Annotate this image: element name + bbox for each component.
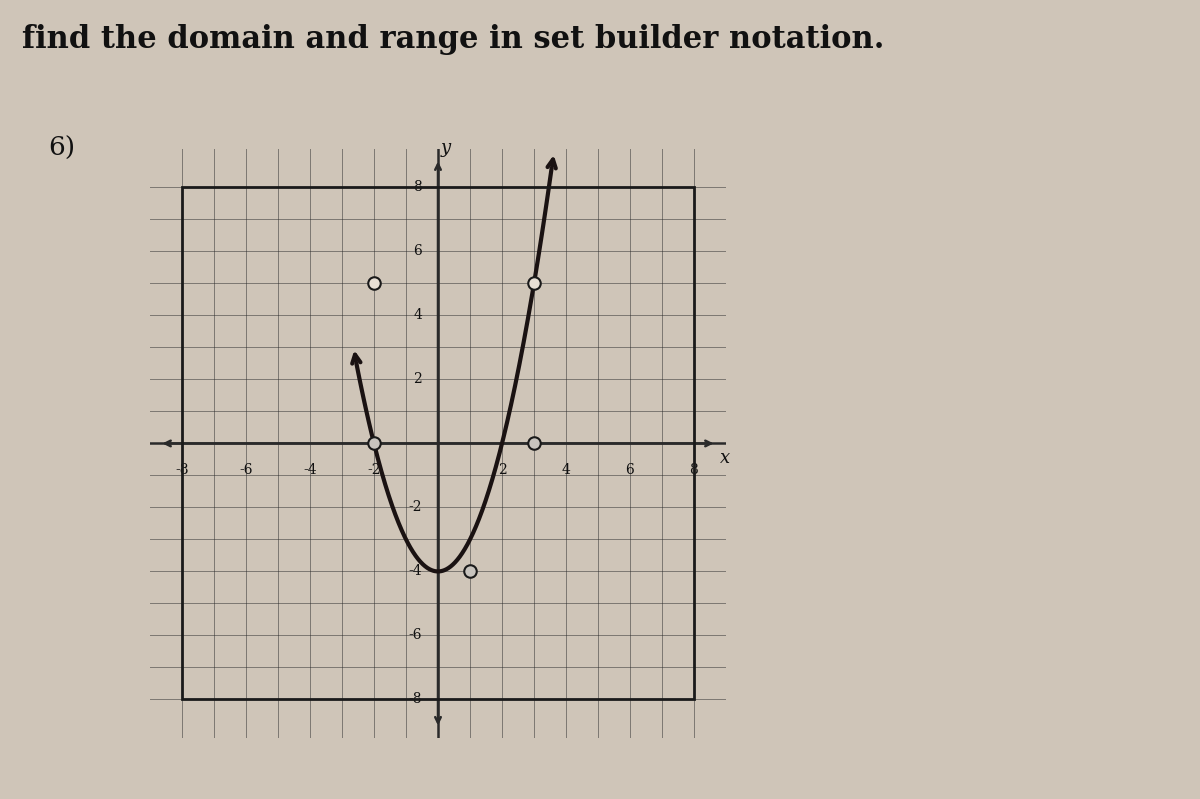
Text: 2: 2 <box>413 372 422 387</box>
Text: 6: 6 <box>625 463 635 477</box>
Text: -4: -4 <box>304 463 317 477</box>
Bar <box>182 188 694 699</box>
Text: 6: 6 <box>413 244 422 258</box>
Text: 2: 2 <box>498 463 506 477</box>
Text: y: y <box>440 139 451 157</box>
Text: x: x <box>720 449 730 467</box>
Text: -6: -6 <box>408 629 422 642</box>
Text: find the domain and range in set builder notation.: find the domain and range in set builder… <box>22 24 884 55</box>
Text: -8: -8 <box>175 463 188 477</box>
Text: -2: -2 <box>367 463 380 477</box>
Text: 6): 6) <box>48 136 76 161</box>
Text: -6: -6 <box>239 463 253 477</box>
Text: 4: 4 <box>562 463 570 477</box>
Text: -8: -8 <box>408 693 422 706</box>
Text: 4: 4 <box>413 308 422 323</box>
Text: -2: -2 <box>408 500 422 515</box>
Text: 8: 8 <box>413 181 422 194</box>
Text: -4: -4 <box>408 564 422 578</box>
Text: 8: 8 <box>690 463 698 477</box>
